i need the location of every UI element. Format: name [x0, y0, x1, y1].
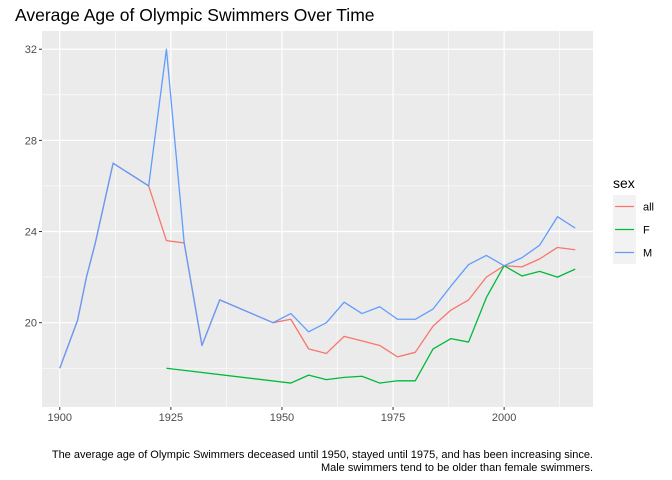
legend-label: F: [643, 225, 650, 237]
plot-panel: [42, 31, 593, 407]
x-tick-label: 1975: [381, 412, 405, 424]
legend: sex all FM: [613, 175, 654, 264]
y-tick-label: 28: [25, 135, 37, 147]
x-tick-label: 2000: [492, 412, 516, 424]
minor-gridlines: [42, 31, 593, 407]
legend-title: sex: [613, 175, 635, 191]
series-line-m: [59, 48, 576, 369]
x-tick-label: 1950: [270, 412, 294, 424]
y-tick-label: 32: [25, 44, 37, 56]
x-tick-label: 1900: [48, 412, 72, 424]
chart-title: Average Age of Olympic Swimmers Over Tim…: [15, 5, 375, 25]
y-axis: 20 24 28 32: [25, 44, 42, 330]
y-tick-label: 20: [25, 318, 37, 330]
legend-label: M: [643, 248, 652, 260]
series-line-f: [166, 265, 576, 384]
legend-label: all: [643, 202, 654, 214]
caption-line-2: Male swimmers tend to be older than fema…: [321, 462, 593, 474]
series-lines: [59, 48, 576, 384]
x-tick-label: 1925: [159, 412, 183, 424]
x-axis: 1900 1925 1950 1975 2000: [48, 407, 516, 424]
caption-line-1: The average age of Olympic Swimmers dece…: [52, 449, 593, 461]
y-tick-label: 24: [25, 227, 37, 239]
